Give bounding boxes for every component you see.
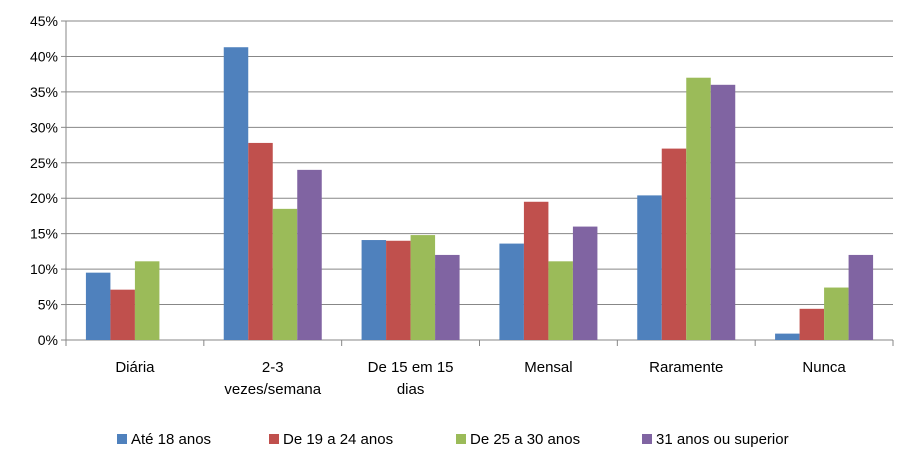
bar — [410, 235, 436, 340]
y-tick-label: 25% — [30, 155, 58, 171]
bar — [661, 148, 687, 340]
y-tick-label: 30% — [30, 119, 58, 135]
y-tick-label: 45% — [30, 13, 58, 29]
y-tick-label: 40% — [30, 48, 58, 64]
bar — [297, 169, 322, 340]
y-tick-label: 35% — [30, 84, 58, 100]
bar — [361, 240, 387, 340]
legend-label: Até 18 anos — [131, 431, 211, 448]
y-tick-label: 10% — [30, 261, 58, 277]
bar — [386, 240, 411, 340]
bar — [223, 47, 249, 341]
y-tick-label: 15% — [30, 226, 58, 242]
legend-swatch — [269, 434, 279, 444]
bar — [134, 261, 160, 340]
x-category-label: Nunca — [802, 359, 846, 376]
x-category-label: Diária — [115, 359, 155, 376]
y-tick-label: 5% — [38, 297, 58, 313]
bar — [686, 77, 711, 340]
bar — [499, 243, 524, 340]
y-tick-label: 0% — [38, 332, 58, 348]
bar — [775, 333, 800, 340]
legend-swatch — [456, 434, 466, 444]
bar — [848, 254, 874, 340]
legend-swatch — [642, 434, 652, 444]
bar — [248, 142, 273, 340]
x-category-label: De 15 em 15 — [368, 359, 454, 376]
bar — [85, 272, 111, 340]
bar — [710, 84, 736, 340]
bar — [824, 287, 849, 340]
legend-label: De 19 a 24 anos — [283, 431, 393, 448]
legend-label: De 25 a 30 anos — [470, 431, 580, 448]
bar — [548, 261, 573, 340]
x-category-label: Raramente — [649, 359, 723, 376]
bar — [110, 289, 135, 340]
bar — [523, 201, 549, 340]
x-category-label: 2-3 — [262, 359, 284, 376]
bar — [572, 226, 598, 340]
x-category-label: vezes/semana — [224, 381, 321, 398]
bar — [799, 308, 825, 340]
legend-label: 31 anos ou superior — [656, 431, 789, 448]
x-category-label: Mensal — [524, 359, 572, 376]
bar — [435, 254, 460, 340]
x-category-label: dias — [397, 381, 425, 398]
y-tick-label: 20% — [30, 190, 58, 206]
bar — [637, 195, 662, 340]
legend-swatch — [117, 434, 127, 444]
bar — [272, 208, 298, 340]
